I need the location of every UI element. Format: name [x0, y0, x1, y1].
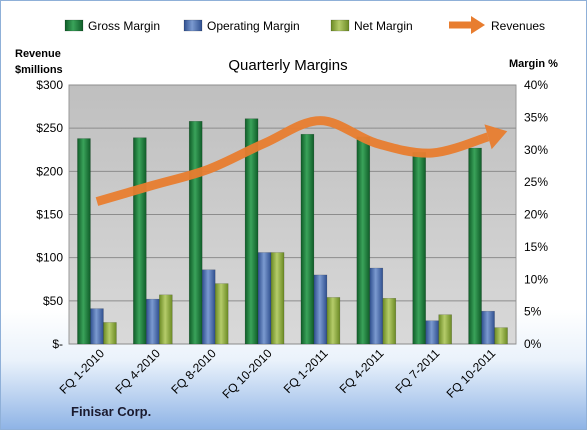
legend-label: Gross Margin [88, 19, 160, 33]
bar-gross-margin [412, 152, 426, 345]
bar-gross-margin [244, 118, 259, 345]
left-tick-label: $300 [36, 78, 63, 92]
category-label: FQ 8-2010 [168, 346, 219, 397]
legend-swatch [64, 19, 84, 32]
right-tick-label: 30% [524, 143, 548, 157]
bar-gross-margin [356, 136, 371, 345]
left-tick-label: $- [52, 337, 63, 351]
bar-net-margin [270, 252, 285, 345]
bar-net-margin [103, 322, 117, 345]
bar-operating-margin [481, 310, 495, 345]
right-tick-label: 20% [524, 208, 548, 222]
category-label: FQ 7-2011 [392, 346, 442, 396]
chart-title: Quarterly Margins [228, 57, 347, 74]
bar-operating-margin [90, 308, 104, 345]
left-tick-label: $150 [36, 208, 63, 222]
legend-label: Operating Margin [207, 19, 300, 33]
left-tick-label: $100 [36, 251, 63, 265]
bar-net-margin [326, 297, 341, 345]
left-tick-label: $200 [36, 164, 63, 178]
bar-net-margin [494, 327, 508, 345]
category-label: FQ 10-2010 [219, 346, 274, 401]
bar-gross-margin [133, 137, 147, 345]
revenues-line [95, 116, 490, 206]
left-axis-title-line1: Revenue [15, 48, 61, 60]
category-label: FQ 4-2010 [112, 346, 163, 397]
bar-gross-margin [77, 138, 91, 345]
legend-label: Net Margin [354, 19, 413, 33]
bar-gross-margin [188, 121, 203, 345]
legend-swatch [183, 19, 203, 32]
bar-operating-margin [146, 298, 160, 345]
category-label: FQ 1-2011 [281, 346, 331, 396]
bar-net-margin [438, 314, 452, 345]
left-axis-title-line2: $millions [15, 64, 63, 76]
left-tick-label: $50 [43, 294, 63, 308]
right-tick-label: 15% [524, 240, 548, 254]
company-name: Finisar Corp. [71, 404, 151, 419]
bar-net-margin [214, 283, 229, 345]
legend-label: Revenues [491, 19, 545, 33]
legend-arrowhead [471, 16, 485, 34]
category-label: FQ 10-2011 [444, 346, 499, 401]
right-tick-label: 5% [524, 305, 542, 319]
bar-gross-margin [300, 133, 315, 345]
bar-operating-margin [313, 274, 328, 345]
category-label: FQ 4-2011 [337, 346, 387, 396]
bar-operating-margin [425, 320, 439, 345]
revenues-line-arrowhead [484, 124, 508, 150]
right-tick-label: 10% [524, 272, 548, 286]
right-tick-label: 0% [524, 337, 542, 351]
right-tick-label: 35% [524, 110, 548, 124]
right-tick-label: 40% [524, 78, 548, 92]
bar-operating-margin [369, 267, 384, 345]
right-tick-label: 25% [524, 175, 548, 189]
right-axis-title: Margin % [509, 58, 558, 70]
legend-swatch [330, 19, 350, 32]
bar-net-margin [159, 294, 173, 345]
category-label: FQ 1-2010 [57, 346, 108, 397]
bar-gross-margin [468, 147, 482, 345]
left-tick-label: $250 [36, 121, 63, 135]
bar-operating-margin [257, 252, 272, 345]
bar-operating-margin [201, 269, 216, 345]
bar-net-margin [382, 297, 397, 345]
